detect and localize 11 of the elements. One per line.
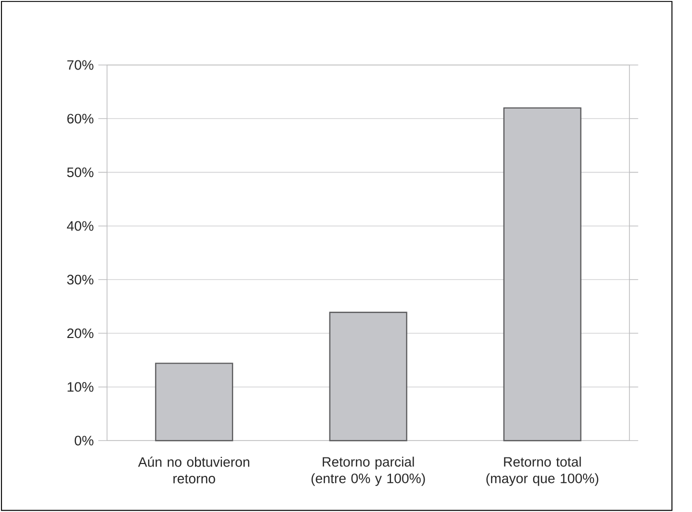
y-tick-label: 60% xyxy=(67,114,94,124)
y-tick-label: 40% xyxy=(66,221,94,231)
x-tick-label: Retorno parcial (entre 0% y 100%) xyxy=(312,456,425,486)
y-tick-label: 20% xyxy=(67,328,94,338)
y-tick-label: 10% xyxy=(68,382,94,392)
y-tick-label: 30% xyxy=(67,274,94,285)
y-tick-label: 70% xyxy=(67,60,94,70)
y-tick-label: 0% xyxy=(74,436,94,446)
x-tick-label: Aún no obtuvieron retorno xyxy=(138,456,250,484)
x-tick-label: Retorno total (mayor que 100%) xyxy=(486,456,598,486)
y-tick-label: 50% xyxy=(67,168,94,178)
